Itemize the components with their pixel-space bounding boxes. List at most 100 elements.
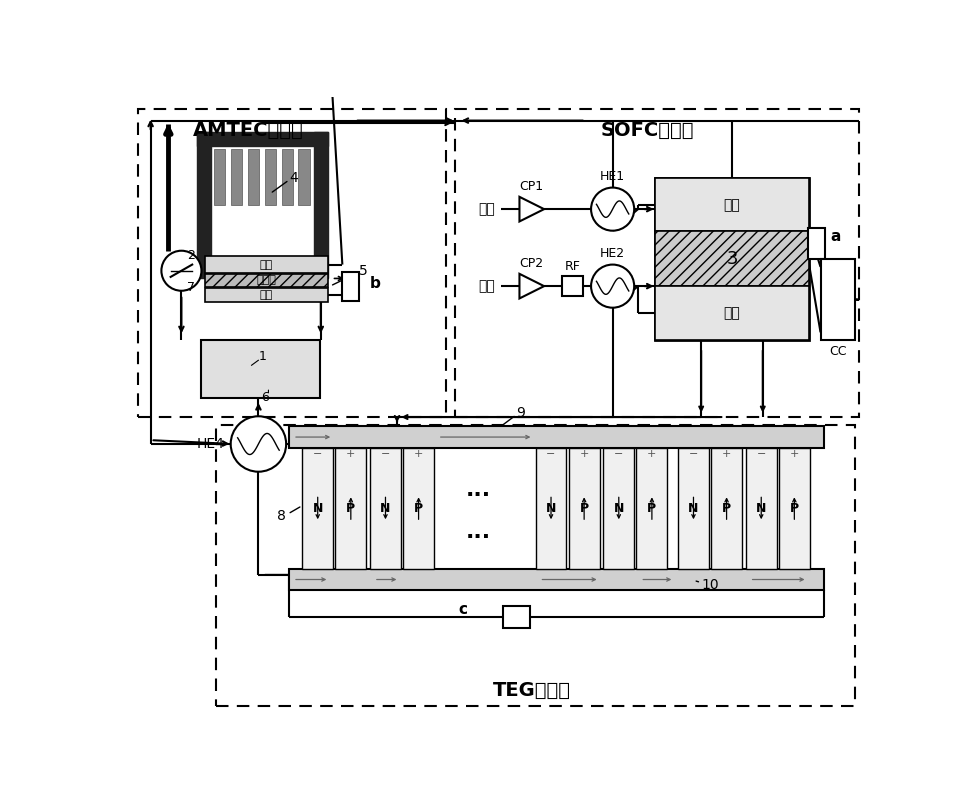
Text: 4: 4: [289, 172, 297, 185]
Bar: [298, 149, 310, 206]
Bar: [342, 272, 359, 301]
Bar: [204, 256, 328, 273]
Bar: [654, 286, 808, 340]
Text: 燃气: 燃气: [478, 279, 494, 293]
Bar: [636, 448, 667, 569]
Bar: [745, 448, 776, 569]
Text: 8: 8: [276, 509, 285, 522]
Bar: [454, 109, 859, 417]
Text: SOFC子系统: SOFC子系统: [601, 121, 694, 140]
Bar: [281, 149, 293, 206]
Text: RF: RF: [564, 260, 579, 273]
Text: N: N: [613, 502, 623, 515]
Text: N: N: [755, 502, 766, 515]
Bar: [247, 149, 259, 206]
Text: ...: ...: [465, 522, 490, 542]
Text: HE1: HE1: [600, 170, 625, 183]
Bar: [197, 132, 210, 278]
Text: CP2: CP2: [519, 256, 544, 269]
Circle shape: [231, 416, 286, 472]
Text: 1: 1: [258, 351, 266, 364]
Bar: [654, 178, 808, 231]
Text: P: P: [721, 502, 731, 515]
Text: N: N: [688, 502, 698, 515]
Text: AMTEC子系统: AMTEC子系统: [193, 121, 303, 140]
Text: −: −: [381, 449, 390, 459]
Bar: [370, 448, 400, 569]
Bar: [204, 288, 328, 301]
Text: c: c: [457, 602, 466, 617]
Polygon shape: [519, 274, 544, 298]
Text: P: P: [346, 502, 355, 515]
Bar: [778, 448, 809, 569]
Text: 2: 2: [187, 249, 195, 262]
Text: +: +: [721, 449, 731, 459]
Text: 7: 7: [187, 281, 195, 294]
Text: 9: 9: [516, 406, 524, 420]
Text: P: P: [646, 502, 656, 515]
Bar: [213, 149, 225, 206]
Text: N: N: [312, 502, 323, 515]
Text: 阴极: 阴极: [723, 198, 739, 212]
Bar: [265, 149, 276, 206]
Text: N: N: [546, 502, 555, 515]
Text: −: −: [546, 449, 555, 459]
Text: +: +: [578, 449, 588, 459]
Bar: [654, 231, 808, 286]
Text: TEG子系统: TEG子系统: [492, 681, 570, 700]
Text: a: a: [829, 229, 840, 243]
Text: 10: 10: [701, 578, 718, 592]
Text: −: −: [613, 449, 623, 459]
Text: 5: 5: [359, 264, 367, 278]
Text: CC: CC: [828, 345, 846, 358]
Text: N: N: [380, 502, 391, 515]
Text: P: P: [789, 502, 798, 515]
Bar: [289, 426, 824, 448]
Bar: [820, 260, 855, 340]
Text: +: +: [789, 449, 798, 459]
Bar: [138, 109, 445, 417]
Bar: [502, 606, 529, 628]
Text: 6: 6: [261, 391, 268, 405]
Bar: [289, 569, 824, 590]
Bar: [197, 132, 328, 146]
Text: +: +: [646, 449, 656, 459]
Bar: [216, 425, 855, 706]
Text: ...: ...: [465, 480, 490, 501]
Text: CP1: CP1: [519, 180, 544, 193]
Circle shape: [590, 188, 634, 231]
Text: 空气: 空气: [478, 202, 494, 216]
Bar: [710, 448, 741, 569]
Text: P: P: [414, 502, 422, 515]
Bar: [314, 132, 328, 278]
Bar: [654, 178, 808, 340]
Bar: [204, 274, 328, 287]
Text: P: P: [578, 502, 588, 515]
Text: 阳极: 阳极: [260, 260, 272, 269]
Bar: [677, 448, 708, 569]
Circle shape: [590, 264, 634, 308]
Text: 电解质: 电解质: [256, 276, 276, 285]
Text: HE4: HE4: [197, 437, 224, 451]
Text: −: −: [313, 449, 322, 459]
Bar: [568, 448, 599, 569]
Bar: [231, 149, 242, 206]
Bar: [201, 340, 320, 398]
Bar: [403, 448, 433, 569]
Text: +: +: [414, 449, 422, 459]
Bar: [335, 448, 366, 569]
Bar: [603, 448, 634, 569]
Text: 3: 3: [726, 250, 737, 268]
Text: 阴极: 阴极: [260, 289, 272, 300]
Text: −: −: [688, 449, 698, 459]
Text: 阳极: 阳极: [723, 306, 739, 320]
Bar: [302, 448, 332, 569]
Text: HE2: HE2: [600, 247, 625, 260]
Text: −: −: [756, 449, 766, 459]
Bar: [561, 276, 582, 296]
Bar: [807, 228, 825, 260]
Bar: [535, 448, 566, 569]
Text: +: +: [346, 449, 356, 459]
Text: b: b: [370, 276, 381, 291]
Circle shape: [161, 251, 202, 291]
